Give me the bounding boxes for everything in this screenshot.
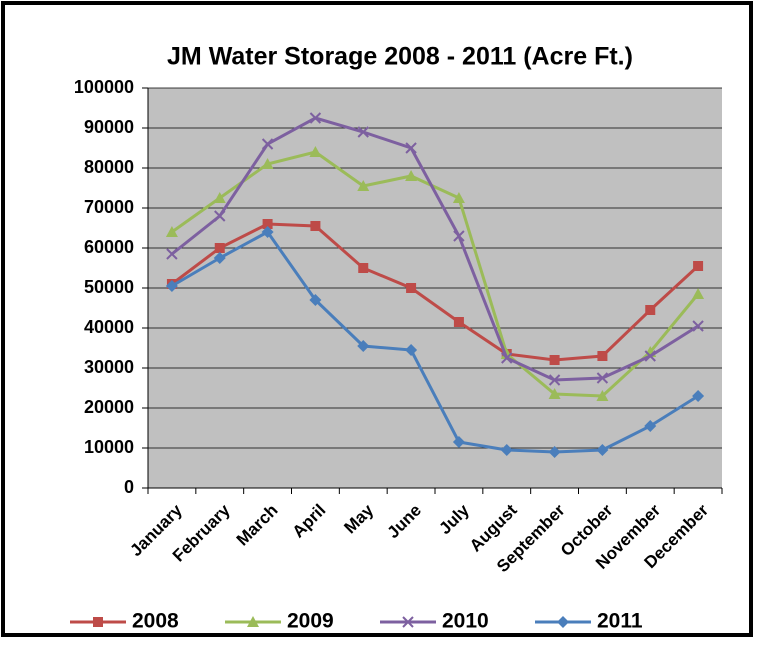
series-line	[171, 222, 700, 362]
data-point	[309, 112, 322, 124]
data-point	[453, 317, 464, 327]
data-point	[261, 158, 274, 169]
data-point	[597, 351, 608, 361]
data-point	[214, 210, 226, 222]
data-point	[357, 180, 370, 191]
data-point	[357, 126, 369, 138]
chart-title: JM Water Storage 2008 - 2011 (Acre Ft.)	[167, 43, 633, 71]
legend-label: 2008	[132, 610, 179, 633]
data-point	[309, 294, 322, 306]
data-point	[452, 436, 465, 448]
data-point	[548, 374, 561, 386]
data-point	[406, 283, 417, 293]
data-point	[548, 388, 561, 399]
y-tick-label: 60000	[84, 237, 134, 257]
y-tick-label: 80000	[84, 157, 134, 177]
y-tick-label: 0	[124, 477, 134, 497]
series-line	[171, 150, 700, 398]
data-point	[261, 226, 274, 238]
y-tick-label: 90000	[84, 117, 134, 137]
y-tick-label: 70000	[84, 197, 134, 217]
legend-marker	[557, 616, 569, 628]
data-point	[261, 138, 274, 150]
data-point	[645, 305, 656, 315]
legend-marker	[93, 617, 103, 627]
data-point	[548, 446, 561, 458]
data-point	[357, 340, 370, 352]
data-point	[692, 288, 705, 299]
data-point	[500, 444, 513, 456]
series-line	[170, 116, 699, 382]
data-point	[213, 252, 226, 264]
legend-marker	[247, 616, 259, 627]
y-tick-label: 50000	[84, 277, 134, 297]
legend-label: 2010	[442, 610, 489, 633]
data-point	[692, 390, 705, 402]
data-point	[358, 263, 369, 273]
y-tick-label: 40000	[84, 317, 134, 337]
y-tick-label: 100000	[74, 77, 134, 97]
data-point	[644, 350, 656, 362]
data-point	[453, 230, 465, 242]
data-point	[213, 192, 226, 203]
legend-marker	[402, 616, 414, 628]
y-tick-label: 30000	[84, 357, 134, 377]
data-point	[693, 261, 704, 271]
data-point	[310, 221, 321, 231]
data-point	[214, 243, 225, 253]
data-point	[596, 372, 609, 384]
data-point	[166, 248, 178, 260]
data-point	[165, 280, 178, 292]
data-point	[405, 170, 418, 181]
data-point	[262, 219, 273, 229]
data-point	[452, 192, 465, 203]
data-point	[596, 444, 609, 456]
data-point	[165, 226, 178, 237]
data-point	[309, 146, 322, 157]
data-point	[549, 355, 560, 365]
data-point	[692, 320, 704, 332]
data-point	[501, 352, 513, 364]
legend-label: 2011	[597, 610, 643, 633]
series-line	[171, 230, 699, 454]
y-tick-label: 10000	[84, 437, 134, 457]
data-point	[644, 420, 657, 432]
data-point	[405, 142, 417, 154]
data-point	[405, 344, 418, 356]
legend-label: 2009	[287, 610, 334, 633]
y-tick-label: 20000	[84, 397, 134, 417]
data-point	[596, 390, 609, 401]
